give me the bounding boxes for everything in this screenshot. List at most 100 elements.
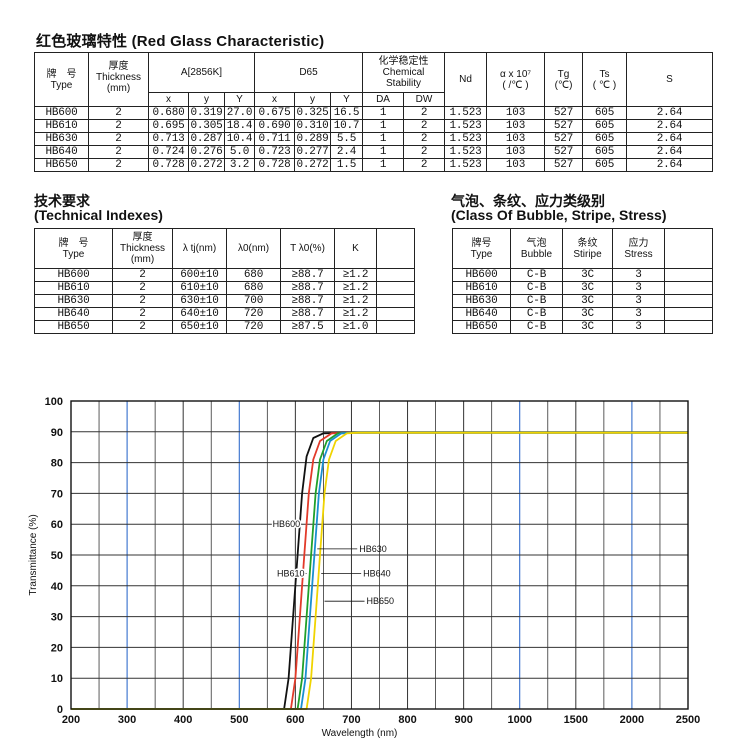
table-cell: 1 [362,145,405,159]
table-cell: 2 [403,145,446,159]
table-cell: HB630 [34,294,113,308]
tech-col-thickness: 厚度 Thickness (mm) [112,228,173,269]
table-cell: 527 [544,119,584,133]
table-cell: 2 [403,119,446,133]
table-cell: HB630 [452,294,511,308]
table-cell: HB650 [34,158,89,172]
table-cell: 3 [612,320,665,334]
table-cell: 605 [582,119,628,133]
table-cell: 1.5 [330,158,364,172]
table-cell: 527 [544,145,584,159]
table-cell: 0.319 [188,106,225,120]
table-cell: 0.287 [188,132,225,146]
table-cell: 2 [88,106,149,120]
tech-col-tl0: T λ0(%) [280,228,335,269]
table-cell: 103 [486,106,546,120]
tech-col-type: 牌 号 Type [34,228,113,269]
col-tg: Tg (℃) [544,52,584,107]
table-cell: 2 [112,294,173,308]
characteristic-row: HB610 2 0.695 0.305 18.4 0.690 0.310 10.7 1 2 1.52… [34,119,714,133]
table-cell: 605 [582,145,628,159]
col-d65: D65 [254,52,364,93]
table-cell: 2 [88,132,149,146]
annotation-label: HB630 [359,544,387,554]
technical-table: 牌 号 Type 厚度 Thickness (mm) λ tj(nm) λ0(nm) … [34,228,415,334]
table-cell: 1.523 [444,158,488,172]
table-cell: 103 [486,119,546,133]
table-cell: 527 [544,132,584,146]
bubble-col-bubble: 气泡 Bubble [510,228,563,269]
col-alpha: α x 10⁷( /℃ ) [486,52,546,107]
table-cell: ≥87.5 [280,320,335,334]
table-cell: 0.713 [148,132,189,146]
x-tick-label: 900 [454,714,472,726]
table-cell: HB640 [452,307,511,321]
x-tick-label: 300 [118,714,136,726]
table-cell: 10.7 [330,119,364,133]
table-cell: 3 [612,307,665,321]
y-tick-label: 20 [51,642,63,654]
x-tick-label: 2500 [676,714,700,726]
y-tick-label: 80 [51,458,63,470]
x-tick-label: 500 [230,714,248,726]
table-cell: HB650 [452,320,511,334]
annotation-label: HB610 [277,568,305,578]
table-cell: ≥88.7 [280,268,335,282]
bubble-table: 牌号 Type 气泡 Bubble 条纹 Stiripe 应力 Stress HB600… [452,228,713,334]
table-cell: 0.724 [148,145,189,159]
table-cell: 0.305 [188,119,225,133]
table-cell-empty [376,281,415,295]
table-cell: 680 [226,268,281,282]
table-cell: 605 [582,106,628,120]
table-cell: HB610 [34,119,89,133]
table-cell: 1.523 [444,145,488,159]
table-cell: 0.325 [294,106,332,120]
table-cell-empty [664,294,713,308]
col-chemical-stability: 化学稳定性 Chemical Stability [362,52,446,93]
table-cell-empty [376,307,415,321]
table-cell: 2.64 [626,119,714,133]
characteristic-row: HB640 2 0.724 0.276 5.0 0.723 0.277 2.4 1 2 1.523 1… [34,145,714,159]
table-cell: 720 [226,320,281,334]
table-cell: 0.711 [254,132,296,146]
table-cell: ≥88.7 [280,281,335,295]
table-cell: 3.2 [223,158,256,172]
table-cell: 0.723 [254,145,296,159]
technical-row: HB600 2 600±10 680 ≥88.7 ≥1.2 [34,268,415,282]
table-cell: 3C [562,281,613,295]
table-cell: 1.523 [444,119,488,133]
table-cell: 527 [544,158,584,172]
tech-title-cn: 技术要求 [34,193,90,209]
page-title: 红色玻璃特性 (Red Glass Characteristic) [36,33,325,50]
table-cell: 2.4 [330,145,364,159]
tech-col-ltj: λ tj(nm) [172,228,227,269]
table-cell: 2 [112,281,173,295]
table-cell: HB600 [34,268,113,282]
table-cell: 680 [226,281,281,295]
table-cell: 10.4 [223,132,256,146]
table-cell: 0.289 [294,132,332,146]
table-cell-empty [664,307,713,321]
annotation-label: HB650 [367,596,395,606]
tech-col-l0: λ0(nm) [226,228,281,269]
x-tick-label: 1500 [564,714,588,726]
bubble-col-stripe: 条纹 Stiripe [562,228,613,269]
table-cell: 2 [403,132,446,146]
table-cell: 16.5 [330,106,364,120]
table-cell: HB600 [452,268,511,282]
table-cell: HB610 [452,281,511,295]
y-axis-label: Transmittance (%) [28,514,39,595]
table-cell: 2 [403,106,446,120]
table-cell: C-B [510,320,563,334]
table-cell: 27.0 [223,106,256,120]
table-cell: 2 [112,268,173,282]
table-cell: 605 [582,132,628,146]
table-cell: 3C [562,307,613,321]
table-cell: 3C [562,320,613,334]
table-cell: 610±10 [172,281,227,295]
table-cell-empty [376,268,415,282]
table-cell: 0.272 [188,158,225,172]
y-tick-label: 0 [57,704,63,716]
table-cell-empty [664,320,713,334]
